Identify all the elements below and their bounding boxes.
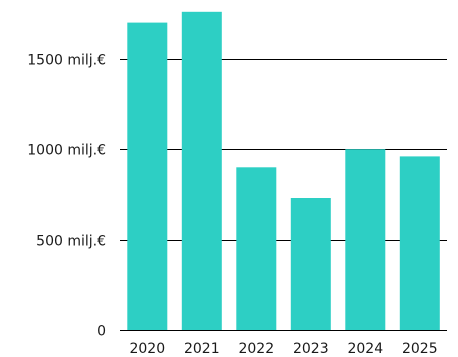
bar-2024 [345, 149, 386, 330]
x-tick-label-2020: 2020 [129, 341, 165, 357]
x-tick-label-2022: 2022 [238, 341, 274, 357]
bars [127, 11, 440, 331]
bar-2023 [290, 198, 331, 330]
y-axis-tick-labels: 0 500 milj.€ 1000 milj.€ 1500 milj.€ [27, 53, 106, 340]
y-tick-label: 500 milj.€ [36, 234, 106, 250]
x-tick-label-2024: 2024 [347, 341, 383, 357]
x-tick-label-2025: 2025 [402, 341, 438, 357]
y-tick-label: 1500 milj.€ [27, 53, 106, 69]
bar-2022 [236, 167, 277, 330]
bar-2025 [399, 156, 440, 330]
y-tick-label: 0 [97, 324, 106, 340]
bar-2020 [127, 22, 168, 330]
bar-2021 [181, 11, 222, 331]
y-tick-label: 1000 milj.€ [27, 143, 106, 159]
x-tick-label-2023: 2023 [293, 341, 329, 357]
x-tick-label-2021: 2021 [184, 341, 220, 357]
x-axis-tick-labels: 2020 2021 2022 2023 2024 2025 [129, 341, 437, 357]
gridlines [120, 59, 447, 331]
